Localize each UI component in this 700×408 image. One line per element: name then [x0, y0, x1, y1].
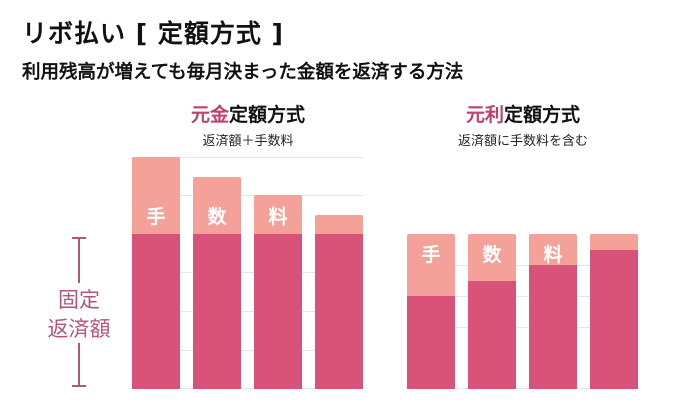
- principal-segment: [590, 249, 638, 389]
- principal-segment: [132, 234, 180, 389]
- fee-segment: [132, 156, 180, 234]
- right-chart-bar-4: [590, 234, 638, 389]
- fee-label: 料: [543, 244, 563, 266]
- fee-segment: [529, 234, 577, 265]
- fee-label: 料: [268, 206, 288, 228]
- fee-label: 手: [421, 244, 441, 266]
- principal-segment: [468, 280, 516, 389]
- fee-segment: [315, 215, 363, 234]
- left-chart-gridline: [132, 195, 363, 196]
- right-chart-caption: 返済額に手数料を含む: [457, 134, 588, 149]
- fee-segment: [407, 234, 455, 296]
- fee-segment: [590, 234, 638, 250]
- left-chart-gridline: [132, 157, 363, 158]
- right-chart-gridline: [407, 327, 638, 328]
- left-chart-gridline: [132, 388, 363, 389]
- right-chart-gridline: [407, 388, 638, 389]
- side-label-line2: 返済額: [37, 313, 121, 343]
- principal-segment: [407, 296, 455, 389]
- principal-segment: [315, 233, 363, 389]
- side-label-line1: 固定: [37, 284, 121, 314]
- left-chart-gridline: [132, 272, 363, 273]
- left-chart-bar-2: 数: [193, 176, 241, 389]
- fee-label: 手: [146, 206, 166, 228]
- left-chart-title: 元金定額方式: [132, 100, 364, 127]
- right-chart-bar-1: 手: [407, 234, 455, 389]
- bracket-bottom-cap: [72, 385, 86, 387]
- principal-segment: [193, 233, 241, 389]
- left-chart-bar-3: 料: [254, 195, 302, 389]
- principal-segment: [529, 265, 577, 389]
- left-chart-gridline: [132, 350, 363, 351]
- left-chart-title-rest: 定額方式: [229, 104, 306, 126]
- right-chart-bar-2: 数: [468, 234, 516, 389]
- left-chart-bar-1: 手: [132, 156, 180, 389]
- bracket-top-cap: [72, 237, 86, 239]
- right-chart-title-accent: 元利: [465, 104, 504, 126]
- page-subtitle: 利用残高が増えても毎月決まった金額を返済する方法: [22, 62, 464, 83]
- right-chart-title: 元利定額方式: [407, 100, 639, 127]
- fee-segment: [254, 195, 302, 234]
- fee-segment: [468, 234, 516, 281]
- principal-segment: [254, 234, 302, 389]
- left-chart-caption: 返済額＋手数料: [202, 134, 294, 149]
- right-chart-gridline: [407, 296, 638, 297]
- right-chart-bar-3: 料: [529, 234, 577, 389]
- fee-label: 数: [207, 205, 227, 228]
- left-chart-title-accent: 元金: [190, 104, 229, 126]
- fee-label: 数: [482, 244, 502, 266]
- page-title: リボ払い [ 定額方式 ]: [22, 19, 284, 48]
- fee-segment: [193, 176, 241, 234]
- right-chart-gridline: [407, 265, 638, 266]
- right-chart-title-rest: 定額方式: [504, 104, 581, 126]
- left-chart-gridline: [132, 311, 363, 312]
- left-chart-bar-4: [315, 215, 363, 389]
